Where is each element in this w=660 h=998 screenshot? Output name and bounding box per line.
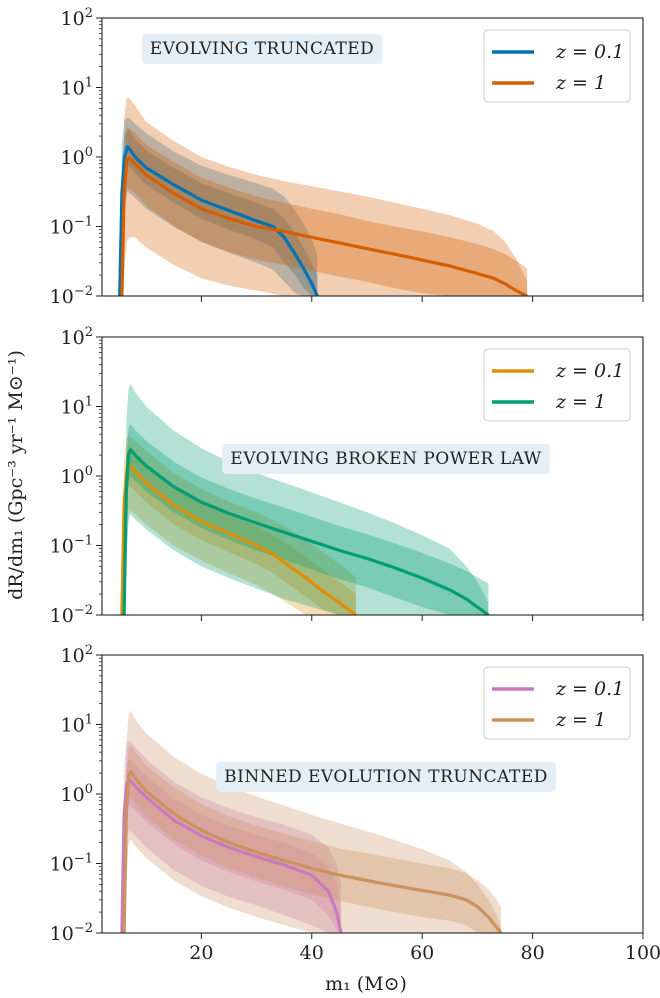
panel-1: 10−2 10−1 100 101 102 EVOLVING TRUNCATED z = 0… (50, 6, 644, 308)
x-axis-label: m₁ (M⊙) (325, 973, 407, 995)
band-inner-series-2 (124, 745, 502, 933)
y-tick-label: 10−2 (50, 284, 93, 308)
legend-label: z = 0.1 (555, 678, 624, 700)
x-tick-label: 80 (520, 942, 544, 964)
band-outer-series-2 (124, 384, 489, 615)
y-tick-label: 101 (61, 713, 93, 737)
panel-title: BINNED EVOLUTION TRUNCATED (224, 767, 548, 787)
legend-label: z = 0.1 (555, 41, 624, 63)
y-axis-label: dR/dm₁ (Gpc⁻³ yr⁻¹ M⊙⁻¹) (5, 350, 27, 600)
x-tick-label: 40 (300, 942, 324, 964)
y-tick-label: 10−1 (50, 215, 93, 239)
legend-label: z = 0.1 (555, 360, 624, 382)
panels: 10−2 10−1 100 101 102 EVOLVING TRUNCATED z = 0… (50, 6, 660, 964)
band-inner-series-1 (119, 128, 318, 296)
panel-title-box (141, 34, 383, 64)
panel-title-box (222, 444, 550, 474)
band-outer-series-1 (121, 740, 342, 933)
panel-title: EVOLVING BROKEN POWER LAW (230, 449, 541, 469)
x-tick-label: 60 (410, 942, 434, 964)
x-tick-label: 20 (189, 942, 213, 964)
series-line-2 (122, 448, 490, 615)
y-tick-label: 101 (61, 76, 93, 100)
series-line-2 (120, 156, 528, 296)
series-line-1 (118, 145, 319, 296)
panel-title-box (216, 762, 556, 792)
band-inner-series-1 (121, 759, 342, 933)
band-inner-series-2 (121, 128, 528, 296)
band-outer-series-2 (121, 97, 528, 296)
band-outer-series-2 (124, 710, 502, 933)
panel-title: EVOLVING TRUNCATED (150, 39, 375, 59)
plot-area (120, 384, 490, 615)
panel-2: 10−2 10−1 100 101 102 EVOLVING BROKEN POWER L… (50, 325, 644, 627)
panel-3: 10−2 10−1 100 101 102 20 40 60 80 100 BINNED EVOLU… (50, 643, 660, 964)
y-tick-label: 102 (61, 6, 93, 30)
y-tick-label: 10−2 (50, 921, 93, 945)
y-tick-label: 101 (61, 395, 93, 419)
y-tick-label: 10−2 (50, 603, 93, 627)
x-tick-label: 100 (625, 942, 660, 964)
legend-label: z = 1 (555, 72, 606, 94)
y-tick-label: 102 (61, 643, 93, 667)
legend-label: z = 1 (555, 709, 606, 731)
plot-area (118, 97, 528, 296)
plot-area (120, 710, 503, 933)
y-tick-label: 100 (61, 464, 93, 488)
y-tick-label: 102 (61, 325, 93, 349)
y-tick-label: 10−1 (50, 534, 93, 558)
y-tick-label: 10−1 (50, 852, 93, 876)
y-tick-label: 100 (61, 782, 93, 806)
series-line-2 (122, 770, 503, 933)
legend-label: z = 1 (555, 391, 606, 413)
y-tick-label: 100 (61, 145, 93, 169)
